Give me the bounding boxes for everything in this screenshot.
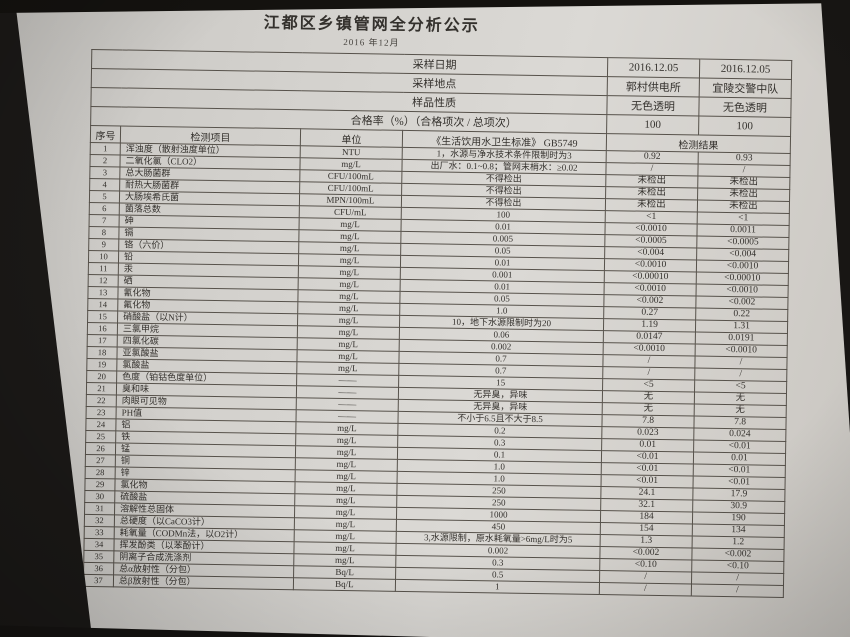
analysis-table: 采样日期 2016.12.05 2016.12.05 采样地点 郭村供电所 宜陵交警中队样… — [83, 49, 792, 598]
row-index: 29 — [84, 478, 116, 491]
row-index: 4 — [89, 178, 120, 191]
row-index: 1 — [90, 142, 121, 155]
row-index: 24 — [85, 418, 117, 431]
row-index: 20 — [86, 370, 117, 383]
row-index: 37 — [83, 574, 114, 587]
item-unit: Bq/L — [293, 577, 396, 592]
meta-value-guocun: 无色透明 — [606, 95, 700, 117]
row-index: 21 — [86, 382, 117, 395]
item-name: 总β放射性（分包） — [113, 574, 294, 590]
meta-section: 采样日期 2016.12.05 2016.12.05 采样地点 郭村供电所 宜陵交警中队样… — [90, 49, 792, 137]
header-no: 序号 — [90, 125, 121, 143]
row-index: 31 — [84, 502, 115, 515]
document-content: 江都区乡镇管网全分析公示 2016 年12月 采样日期 2016.12.05 201… — [83, 6, 792, 598]
row-index: 32 — [84, 514, 115, 527]
result-guocun: / — [599, 582, 692, 596]
row-index: 16 — [87, 322, 118, 335]
row-index: 30 — [84, 490, 115, 503]
meta-value-guocun: 100 — [606, 114, 699, 136]
row-index: 17 — [87, 334, 118, 347]
row-index: 11 — [88, 262, 119, 275]
row-index: 12 — [88, 274, 119, 287]
row-index: 2 — [89, 154, 121, 167]
meta-value-yiling: 宜陵交警中队 — [699, 78, 792, 99]
row-index: 34 — [83, 538, 115, 551]
standard-limit: 1 — [395, 579, 600, 595]
row-index: 26 — [85, 442, 116, 455]
row-index: 7 — [89, 214, 120, 227]
row-index: 25 — [85, 430, 116, 443]
meta-value-yiling: 100 — [698, 116, 791, 137]
row-index: 19 — [86, 358, 117, 371]
row-index: 13 — [87, 286, 119, 299]
row-index: 36 — [83, 562, 114, 575]
row-index: 3 — [89, 166, 120, 179]
meta-value-guocun: 2016.12.05 — [607, 57, 700, 79]
meta-value-yiling: 2016.12.05 — [699, 59, 792, 80]
row-index: 8 — [88, 226, 120, 239]
row-index: 9 — [88, 238, 119, 251]
header-unit: 单位 — [300, 128, 403, 148]
row-index: 15 — [87, 310, 118, 323]
row-index: 10 — [88, 250, 119, 263]
result-yiling: / — [691, 583, 784, 598]
row-index: 5 — [89, 190, 120, 203]
row-index: 22 — [86, 394, 117, 407]
row-index: 33 — [84, 526, 115, 539]
row-index: 6 — [89, 202, 120, 215]
row-index: 35 — [83, 550, 114, 563]
row-index: 18 — [86, 346, 118, 359]
meta-value-guocun: 郭村供电所 — [607, 76, 700, 98]
row-index: 28 — [85, 466, 116, 479]
row-index: 23 — [86, 406, 117, 419]
row-index: 27 — [85, 454, 116, 467]
data-section: 1 浑浊度（散射浊度单位） NTU 1，水源与净水技术条件限制时为3 0.92 0.93 2… — [83, 142, 791, 598]
meta-value-yiling: 无色透明 — [698, 97, 792, 118]
row-index: 14 — [87, 298, 118, 311]
